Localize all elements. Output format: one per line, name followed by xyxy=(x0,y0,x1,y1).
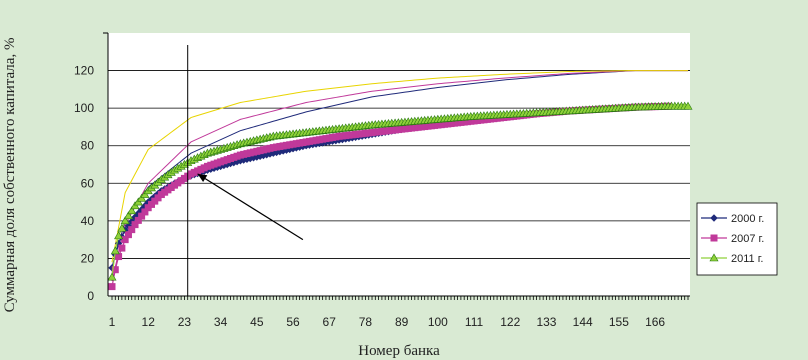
series-marker xyxy=(108,283,116,291)
series-marker xyxy=(709,253,719,262)
y-tick-label: 20 xyxy=(81,251,95,265)
series-marker xyxy=(110,246,120,255)
series-marker xyxy=(111,266,119,274)
x-tick-label: 45 xyxy=(250,315,264,329)
overlay-line xyxy=(111,70,688,282)
x-tick-label: 166 xyxy=(645,315,665,329)
legend-item: 2007 г. xyxy=(701,233,764,245)
arrow-head xyxy=(197,173,208,183)
legend-item: 2011 г. xyxy=(701,253,763,265)
x-tick-label: 89 xyxy=(395,315,409,329)
series-marker xyxy=(683,101,693,110)
legend-label: 2000 г. xyxy=(731,213,764,225)
legend-label: 2011 г. xyxy=(731,253,763,265)
x-tick-label: 23 xyxy=(178,315,192,329)
y-tick-label: 60 xyxy=(81,176,95,190)
series-marker xyxy=(114,231,124,240)
y-axis: 0 20 40 60 80 100 120 xyxy=(74,32,109,303)
x-tick-label: 122 xyxy=(500,315,520,329)
series-triangle xyxy=(107,101,693,281)
x-tick-label: 155 xyxy=(609,315,629,329)
x-tick-label: 67 xyxy=(323,315,337,329)
y-tick-label: 80 xyxy=(81,139,95,153)
y-tick-label: 40 xyxy=(81,214,95,228)
y-tick-label: 120 xyxy=(74,64,94,78)
series-marker xyxy=(117,223,127,232)
overlay-lines xyxy=(111,70,688,282)
x-axis: 1 12 23 34 45 56 67 78 89 100 111 122 133 144 155 166 xyxy=(108,295,690,329)
overlay-line xyxy=(111,70,688,263)
x-tick-label: 111 xyxy=(465,315,484,329)
y-tick-label: 0 xyxy=(87,289,94,303)
x-tick-label: 78 xyxy=(359,315,373,329)
x-tick-label: 34 xyxy=(214,315,228,329)
y-tick-label: 100 xyxy=(74,101,94,115)
annotation-arrow xyxy=(197,173,304,241)
series-marker xyxy=(127,206,137,215)
series-marker xyxy=(710,214,718,222)
x-tick-label: 12 xyxy=(142,315,156,329)
x-tick-label: 1 xyxy=(109,315,116,329)
x-tick-label: 144 xyxy=(573,315,593,329)
series-marker xyxy=(107,272,117,281)
series-marker xyxy=(710,234,718,242)
legend-box xyxy=(696,202,778,276)
series-group xyxy=(107,101,693,291)
legend-item: 2000 г. xyxy=(701,213,764,225)
legend: 2000 г. 2007 г. 2011 г. xyxy=(696,202,778,276)
gridlines xyxy=(108,70,690,259)
series-marker xyxy=(120,216,130,225)
x-tick-label: 100 xyxy=(428,315,448,329)
legend-label: 2007 г. xyxy=(731,233,764,245)
series-marker xyxy=(115,253,123,261)
overlay-line xyxy=(111,70,688,268)
x-tick-label: 56 xyxy=(286,315,300,329)
arrow-shaft xyxy=(197,173,304,241)
series-marker xyxy=(118,244,126,252)
x-tick-label: 133 xyxy=(536,315,556,329)
y-axis-title: Суммарная доля собственного капитала, % xyxy=(2,38,18,313)
x-axis-title: Номер банка xyxy=(358,343,440,359)
series-marker xyxy=(123,211,133,220)
